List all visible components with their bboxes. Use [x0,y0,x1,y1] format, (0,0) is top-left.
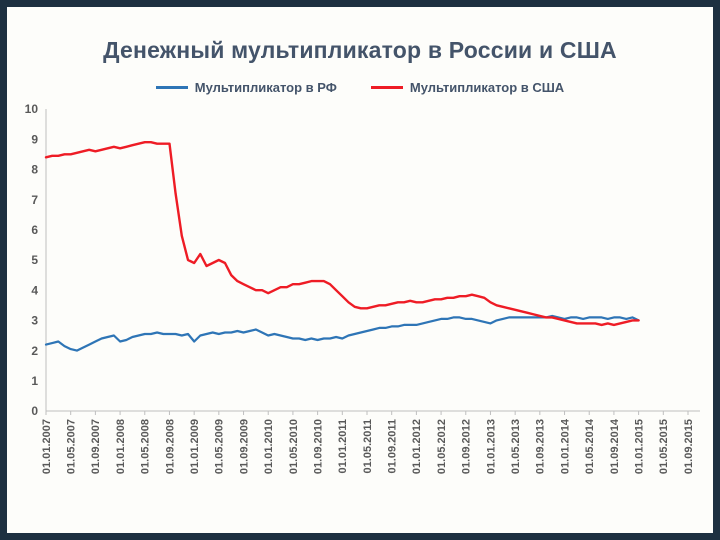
chart-title: Денежный мультипликатор в России и США [103,37,617,63]
legend-label-usa: Мультипликатор в США [409,80,565,95]
x-tick-label: 01.01.2015 [633,419,645,474]
x-tick-label: 01.09.2011 [387,419,399,473]
y-tick-label: 2 [31,344,38,358]
y-tick-label: 4 [31,283,38,297]
y-tick-label: 8 [31,163,38,177]
y-tick-label: 3 [31,314,38,328]
x-tick-label: 01.05.2008 [140,419,152,474]
x-tick-label: 01.09.2010 [312,419,324,474]
x-tick-label: 01.01.2009 [189,419,201,474]
series-line-0 [44,314,640,352]
x-tick-label: 01.01.2011 [337,419,349,473]
x-tick-label: 01.01.2012 [411,419,423,474]
series-line-1 [44,141,640,327]
legend-item-usa: Мультипликатор в США [370,80,565,95]
x-tick-label: 01.01.2008 [115,419,127,474]
legend-item-rf: Мультипликатор в РФ [155,80,337,95]
x-tick-label: 01.05.2011 [362,419,374,473]
x-tick-label: 01.09.2009 [238,419,250,474]
x-tick-label: 01.01.2010 [263,419,275,474]
x-tick-label: 01.05.2013 [510,419,522,474]
x-tick-label: 01.09.2008 [164,419,176,474]
legend-line-swatch-rf [155,86,188,89]
chart: Денежный мультипликатор в России и США М… [7,7,713,533]
x-tick-label: 01.09.2015 [683,419,695,474]
y-tick-label: 7 [31,193,38,207]
line-chart-plot: 0 1 2 3 4 5 6 7 8 9 10 01.01.2007 01.05.2007 01.09.20… [25,102,700,474]
y-tick-label: 1 [31,374,38,388]
legend-label-rf: Мультипликатор в РФ [194,80,337,95]
y-tick-label: 9 [31,132,38,146]
x-tick-label: 01.01.2013 [485,419,497,474]
x-tick-label: 01.01.2014 [559,418,571,474]
chart-legend: Мультипликатор в РФ Мультипликатор в США [155,80,565,95]
x-tick-label: 01.05.2007 [66,419,78,474]
y-tick-label: 10 [25,102,39,116]
x-tick-label: 01.05.2015 [658,419,670,474]
x-tick-label: 01.09.2014 [609,418,621,474]
legend-line-swatch-usa [370,86,403,89]
x-tick-label: 01.05.2009 [214,419,226,474]
y-tick-label: 5 [31,253,38,267]
x-tick-label: 01.09.2007 [90,419,102,474]
x-tick-label: 01.05.2010 [288,419,300,474]
x-tick-label: 01.01.2007 [41,419,53,474]
x-tick-label: 01.05.2014 [584,418,596,474]
x-tick-label: 01.09.2012 [461,419,473,474]
y-tick-label: 0 [31,404,38,418]
x-tick-label: 01.09.2013 [535,419,547,474]
y-tick-label: 6 [31,223,38,237]
x-tick-label: 01.05.2012 [436,419,448,474]
